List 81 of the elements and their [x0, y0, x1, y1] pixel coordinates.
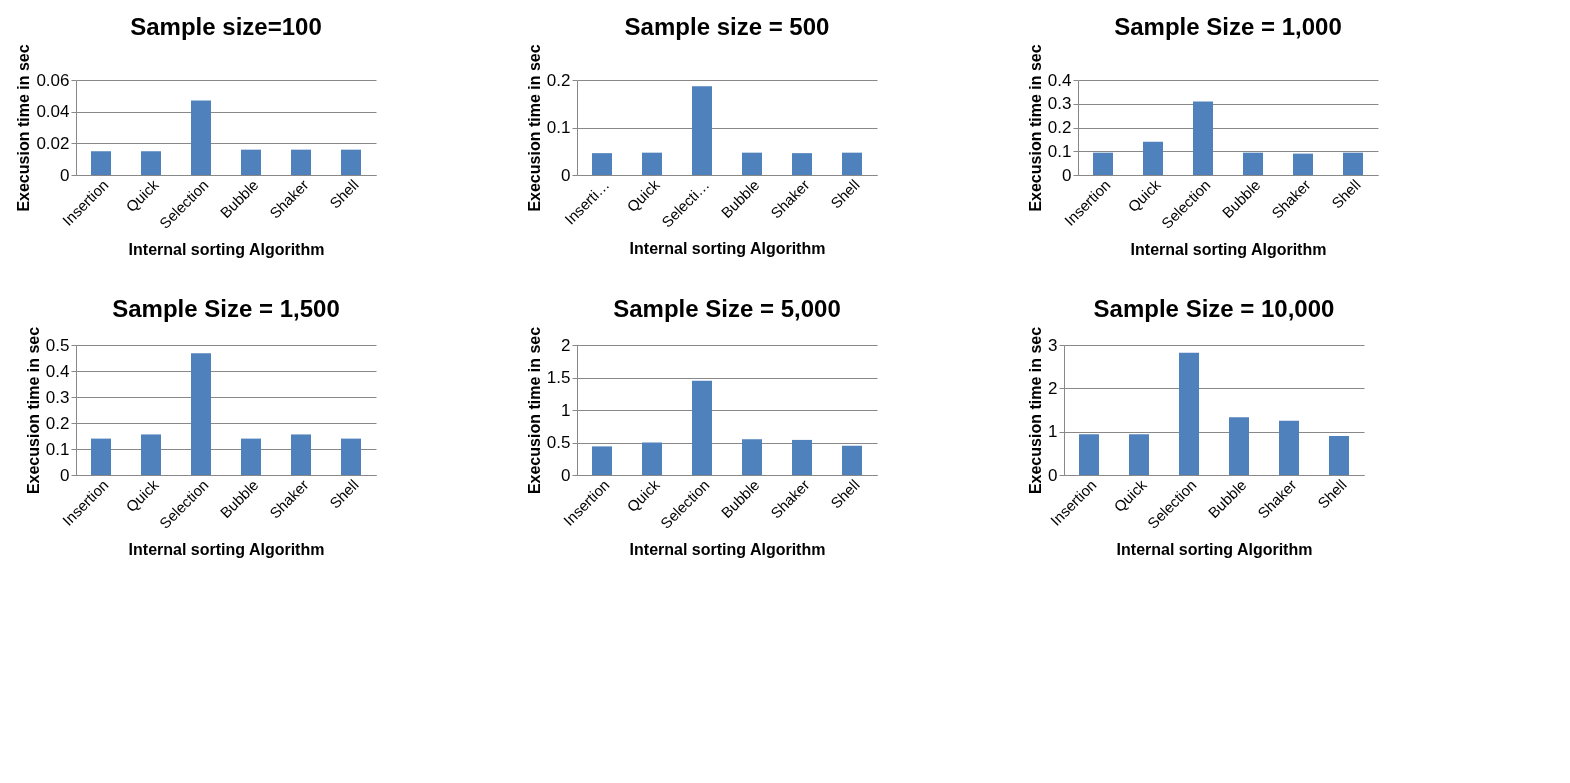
- bar: [1143, 141, 1163, 175]
- y-tick-label: 0.1: [546, 118, 571, 137]
- y-tick-label: 0.04: [36, 102, 70, 122]
- bar: [642, 152, 662, 175]
- y-tick-label: 2: [561, 335, 571, 355]
- y-tick-label: 0: [1048, 465, 1058, 485]
- bar: [191, 100, 211, 175]
- x-axis-title: Internal sorting Algorithm: [128, 240, 325, 258]
- x-axis-title: Internal sorting Algorithm: [128, 540, 325, 558]
- bar: [1343, 152, 1363, 175]
- y-axis-title: Execusion time in sec: [1026, 44, 1044, 212]
- bar: [341, 149, 361, 175]
- bar: [1293, 153, 1313, 175]
- chart-title: Sample Size = 5,000: [613, 295, 841, 323]
- bar: [341, 438, 361, 475]
- y-axis-title: Execusion time in sec: [15, 44, 33, 212]
- y-tick-label: 0.4: [45, 361, 70, 381]
- y-axis-title: Execusion time in sec: [525, 44, 543, 212]
- bar: [1329, 436, 1349, 475]
- y-tick-label: 0.2: [546, 70, 571, 90]
- bar: [191, 353, 211, 475]
- bar: [91, 151, 111, 175]
- y-tick-label: 0.5: [546, 433, 571, 452]
- x-axis-title: Internal sorting Algorithm: [629, 239, 826, 257]
- bar: [592, 153, 612, 175]
- y-tick-label: 0.4: [1047, 70, 1072, 90]
- bar: [1243, 152, 1263, 175]
- y-tick-label: 0.2: [1047, 118, 1072, 137]
- bar: [291, 434, 311, 475]
- bar: [141, 151, 161, 175]
- y-axis-title: Execusion time in sec: [1027, 326, 1045, 495]
- y-tick-label: 0: [60, 465, 70, 485]
- y-tick-label: 0.1: [1047, 141, 1072, 161]
- y-tick-label: 0: [561, 165, 571, 185]
- chart-title: Sample Size = 1,500: [112, 295, 340, 323]
- bar: [692, 86, 712, 175]
- bar: [1079, 434, 1099, 475]
- bar: [742, 439, 762, 475]
- y-tick-label: 0.3: [45, 387, 70, 407]
- bar: [792, 153, 812, 175]
- bar: [1193, 101, 1213, 175]
- chart-title: Sample Size = 1,000: [1114, 12, 1342, 40]
- bar: [241, 149, 261, 175]
- y-tick-label: 0.2: [45, 413, 70, 433]
- x-axis-title: Internal sorting Algorithm: [1116, 540, 1313, 558]
- x-axis-title: Internal sorting Algorithm: [1130, 240, 1327, 258]
- bar: [792, 439, 812, 475]
- bar: [742, 152, 762, 175]
- bar: [1179, 352, 1199, 475]
- y-tick-label: 2: [1048, 378, 1058, 398]
- chart-title: Sample size = 500: [624, 12, 830, 40]
- bar: [241, 438, 261, 475]
- bar: [592, 446, 612, 475]
- bar: [692, 380, 712, 475]
- bar: [291, 149, 311, 175]
- y-tick-label: 0: [1062, 165, 1072, 185]
- y-tick-label: 0.06: [36, 70, 70, 90]
- bar: [1093, 152, 1113, 175]
- y-tick-label: 0.3: [1047, 94, 1072, 114]
- y-tick-label: 0.1: [45, 439, 70, 459]
- y-tick-label: 3: [1048, 335, 1058, 355]
- y-tick-label: 0: [561, 465, 571, 485]
- bar: [1129, 434, 1149, 475]
- x-axis-title: Internal sorting Algorithm: [629, 540, 826, 558]
- y-tick-label: 1.5: [546, 368, 571, 387]
- chart-title: Sample Size = 10,000: [1093, 295, 1335, 323]
- bar: [91, 438, 111, 475]
- chart-title: Sample size=100: [130, 12, 322, 40]
- y-tick-label: 0.5: [45, 335, 70, 355]
- y-tick-label: 0: [60, 165, 70, 185]
- y-tick-label: 0.02: [36, 133, 70, 153]
- bar: [1229, 417, 1249, 475]
- y-axis-title: Execusion time in sec: [24, 326, 42, 495]
- bar: [842, 152, 862, 175]
- bar: [1279, 420, 1299, 475]
- y-tick-label: 1: [561, 400, 571, 420]
- bar: [842, 445, 862, 475]
- y-axis-title: Execusion time in sec: [525, 326, 543, 495]
- bar: [141, 434, 161, 475]
- y-tick-label: 1: [1048, 422, 1058, 442]
- bar: [642, 442, 662, 475]
